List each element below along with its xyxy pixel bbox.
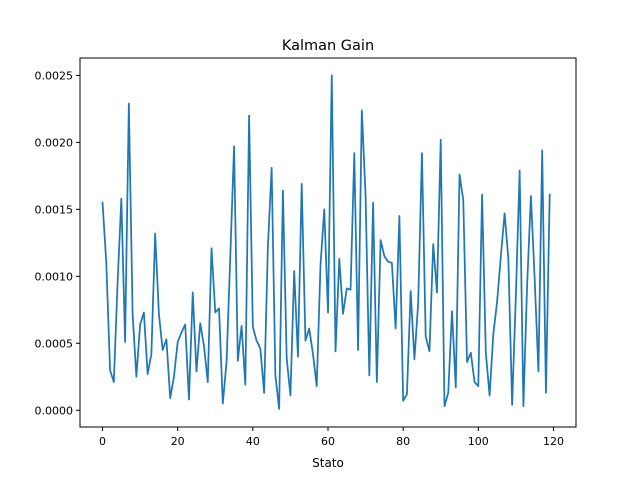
y-tick-label: 0.0025	[35, 69, 74, 82]
x-tick-label: 120	[543, 435, 564, 448]
y-tick-label: 0.0015	[35, 203, 74, 216]
x-tick-label: 0	[99, 435, 106, 448]
chart-title: Kalman Gain	[282, 38, 374, 54]
x-tick-label: 40	[246, 435, 260, 448]
x-tick-label: 100	[468, 435, 489, 448]
y-tick-label: 0.0000	[35, 404, 74, 417]
y-tick-label: 0.0020	[35, 136, 74, 149]
plot-area	[101, 74, 551, 410]
x-tick-label: 60	[321, 435, 335, 448]
x-axis-label: Stato	[312, 456, 344, 470]
axes-frame	[79, 57, 577, 428]
x-tick-label: 80	[396, 435, 410, 448]
x-tick-label: 20	[171, 435, 185, 448]
y-tick-label: 0.0005	[35, 337, 74, 350]
series-line-0	[101, 74, 551, 410]
y-tick-label: 0.0010	[35, 270, 74, 283]
x-axis: 0 20 40 60 80 100 120	[99, 427, 564, 448]
y-axis: 0.0000 0.0005 0.0010 0.0015 0.0020 0.0025	[35, 69, 80, 417]
